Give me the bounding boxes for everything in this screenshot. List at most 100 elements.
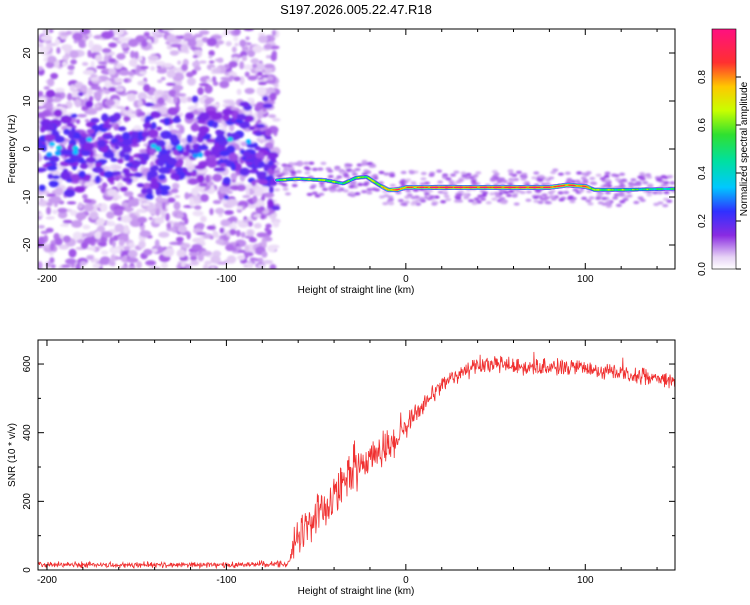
spectrogram-halo-blob	[347, 164, 353, 167]
spectrogram-scatter-blob	[247, 98, 253, 102]
spectrogram-halo-blob	[304, 171, 310, 174]
spectrogram-band-blob	[214, 167, 226, 172]
spectrogram-halo-blob	[450, 173, 456, 176]
spectrogram-band-blob	[81, 151, 91, 156]
spectrogram-scatter-blob	[70, 59, 77, 64]
spectrogram-scatter-blob	[78, 39, 85, 47]
spectrogram-scatter-blob	[162, 250, 173, 257]
spectrogram-scatter-blob	[249, 237, 257, 242]
spectrogram-band-blob	[46, 90, 56, 98]
spectrogram-scatter-blob	[115, 224, 125, 232]
spectrogram-halo-blob	[558, 173, 564, 176]
spectrogram-halo-blob	[339, 171, 345, 174]
spectrogram-halo-blob	[497, 180, 503, 183]
spectrogram-halo-blob	[468, 199, 474, 202]
spectrogram-scatter-blob	[100, 203, 108, 212]
spectrogram-scatter-blob	[272, 118, 281, 122]
spectrogram-scatter-blob	[161, 262, 168, 269]
spectrogram-scatter-blob	[170, 44, 182, 48]
spectrogram-halo-blob	[292, 184, 298, 187]
spectrogram-scatter-blob	[119, 239, 125, 246]
spectrogram-scatter-blob	[208, 50, 214, 56]
snr-series-line	[38, 352, 675, 568]
spectrogram-halo-blob	[568, 195, 574, 198]
spectrogram-scatter-blob	[66, 31, 72, 35]
spectrogram-band-blob	[192, 96, 199, 103]
spectrogram-scatter-blob	[138, 209, 145, 213]
spectrogram-scatter-blob	[199, 61, 207, 64]
spectrogram-halo-blob	[596, 174, 602, 177]
spectrogram-scatter-blob	[38, 225, 45, 229]
spectrogram-halo-blob	[363, 183, 369, 186]
spectrogram-scatter-blob	[162, 202, 166, 210]
spectrogram-band-blob	[137, 183, 144, 187]
spectrogram-scatter-blob	[215, 208, 224, 214]
spectrogram-halo-blob	[666, 200, 672, 203]
spectrogram-halo-blob	[442, 191, 448, 194]
spectrogram-scatter-blob	[70, 84, 75, 91]
spectrogram-scatter-blob	[141, 60, 146, 65]
spectrogram-band-blob	[36, 168, 47, 172]
spectrogram-scatter-blob	[242, 195, 250, 198]
spectrogram-halo-blob	[283, 188, 289, 191]
spectrogram-scatter-blob	[240, 76, 245, 85]
spectrogram-scatter-blob	[65, 258, 76, 264]
spectrogram-scatter-blob	[61, 44, 72, 51]
spectrogram-scatter-blob	[212, 76, 216, 82]
spectrogram-band-blob	[256, 124, 266, 128]
spectrogram-halo-blob	[421, 172, 427, 175]
spectrogram-halo-blob	[628, 182, 634, 185]
spectrogram-scatter-blob	[115, 78, 123, 83]
spectrogram-scatter-blob	[147, 95, 153, 99]
spectrogram-halo-blob	[429, 174, 435, 177]
spectrogram-halo-blob	[463, 196, 469, 199]
spectrogram-band-blob	[85, 101, 93, 108]
spectrogram-scatter-blob	[137, 217, 147, 223]
spectrogram-band-blob	[64, 189, 75, 197]
spectrogram-scatter-blob	[200, 216, 206, 223]
spectrogram-scatter-blob	[92, 263, 101, 269]
spectrogram-band-blob	[164, 117, 170, 125]
spectrogram-halo-blob	[486, 201, 492, 204]
spectrogram-scatter-blob	[264, 192, 274, 197]
spectrogram-halo-blob	[334, 168, 340, 171]
spectrogram-band-blob	[207, 159, 217, 168]
spectrogram-scatter-blob	[258, 35, 268, 43]
spectrogram-halo-blob	[499, 197, 505, 200]
spectrogram-scatter-blob	[155, 208, 160, 216]
spectrogram-halo-blob	[349, 192, 355, 195]
spectrogram-band-blob	[216, 135, 226, 143]
spectrogram-band-blob	[188, 178, 199, 185]
spectrogram-halo-blob	[500, 201, 506, 204]
colorbar-tick-label: 0.0	[697, 262, 708, 276]
spectrogram-scatter-blob	[176, 87, 180, 95]
spectrogram-scatter-blob	[233, 186, 238, 190]
snr-marks	[38, 352, 675, 568]
spectrogram-band-blob	[183, 151, 190, 157]
spectrogram-scatter-blob	[170, 50, 179, 56]
spectrogram-band-blob	[60, 115, 72, 124]
spectrogram-scatter-blob	[119, 70, 130, 76]
spectrogram-halo-blob	[409, 171, 415, 174]
spectrogram-halo-blob	[472, 202, 478, 205]
spectrogram-halo-blob	[639, 172, 645, 175]
spectrogram-xtick-label: 100	[577, 274, 594, 285]
spectrogram-band-blob	[145, 102, 155, 106]
spectrogram-band-blob	[150, 182, 160, 190]
spectrogram-halo-blob	[514, 202, 520, 205]
spectrogram-halo-blob	[550, 171, 556, 174]
spectrogram-scatter-blob	[227, 255, 237, 263]
spectrogram-scatter-blob	[192, 244, 203, 251]
spectrogram-band-blob	[74, 186, 85, 193]
spectrogram-halo-blob	[619, 184, 625, 187]
spectrogram-halo-blob	[429, 195, 435, 198]
spectrogram-scatter-blob	[226, 199, 238, 207]
spectrogram-scatter-blob	[255, 258, 259, 261]
spectrogram-band-blob	[92, 167, 103, 173]
spectrogram-scatter-blob	[247, 230, 254, 237]
spectrogram-scatter-blob	[149, 217, 153, 220]
spectrogram-scatter-blob	[127, 257, 139, 263]
spectrogram-halo-blob	[661, 175, 667, 178]
spectrogram-halo-blob	[542, 197, 548, 200]
spectrogram-scatter-blob	[115, 64, 122, 69]
